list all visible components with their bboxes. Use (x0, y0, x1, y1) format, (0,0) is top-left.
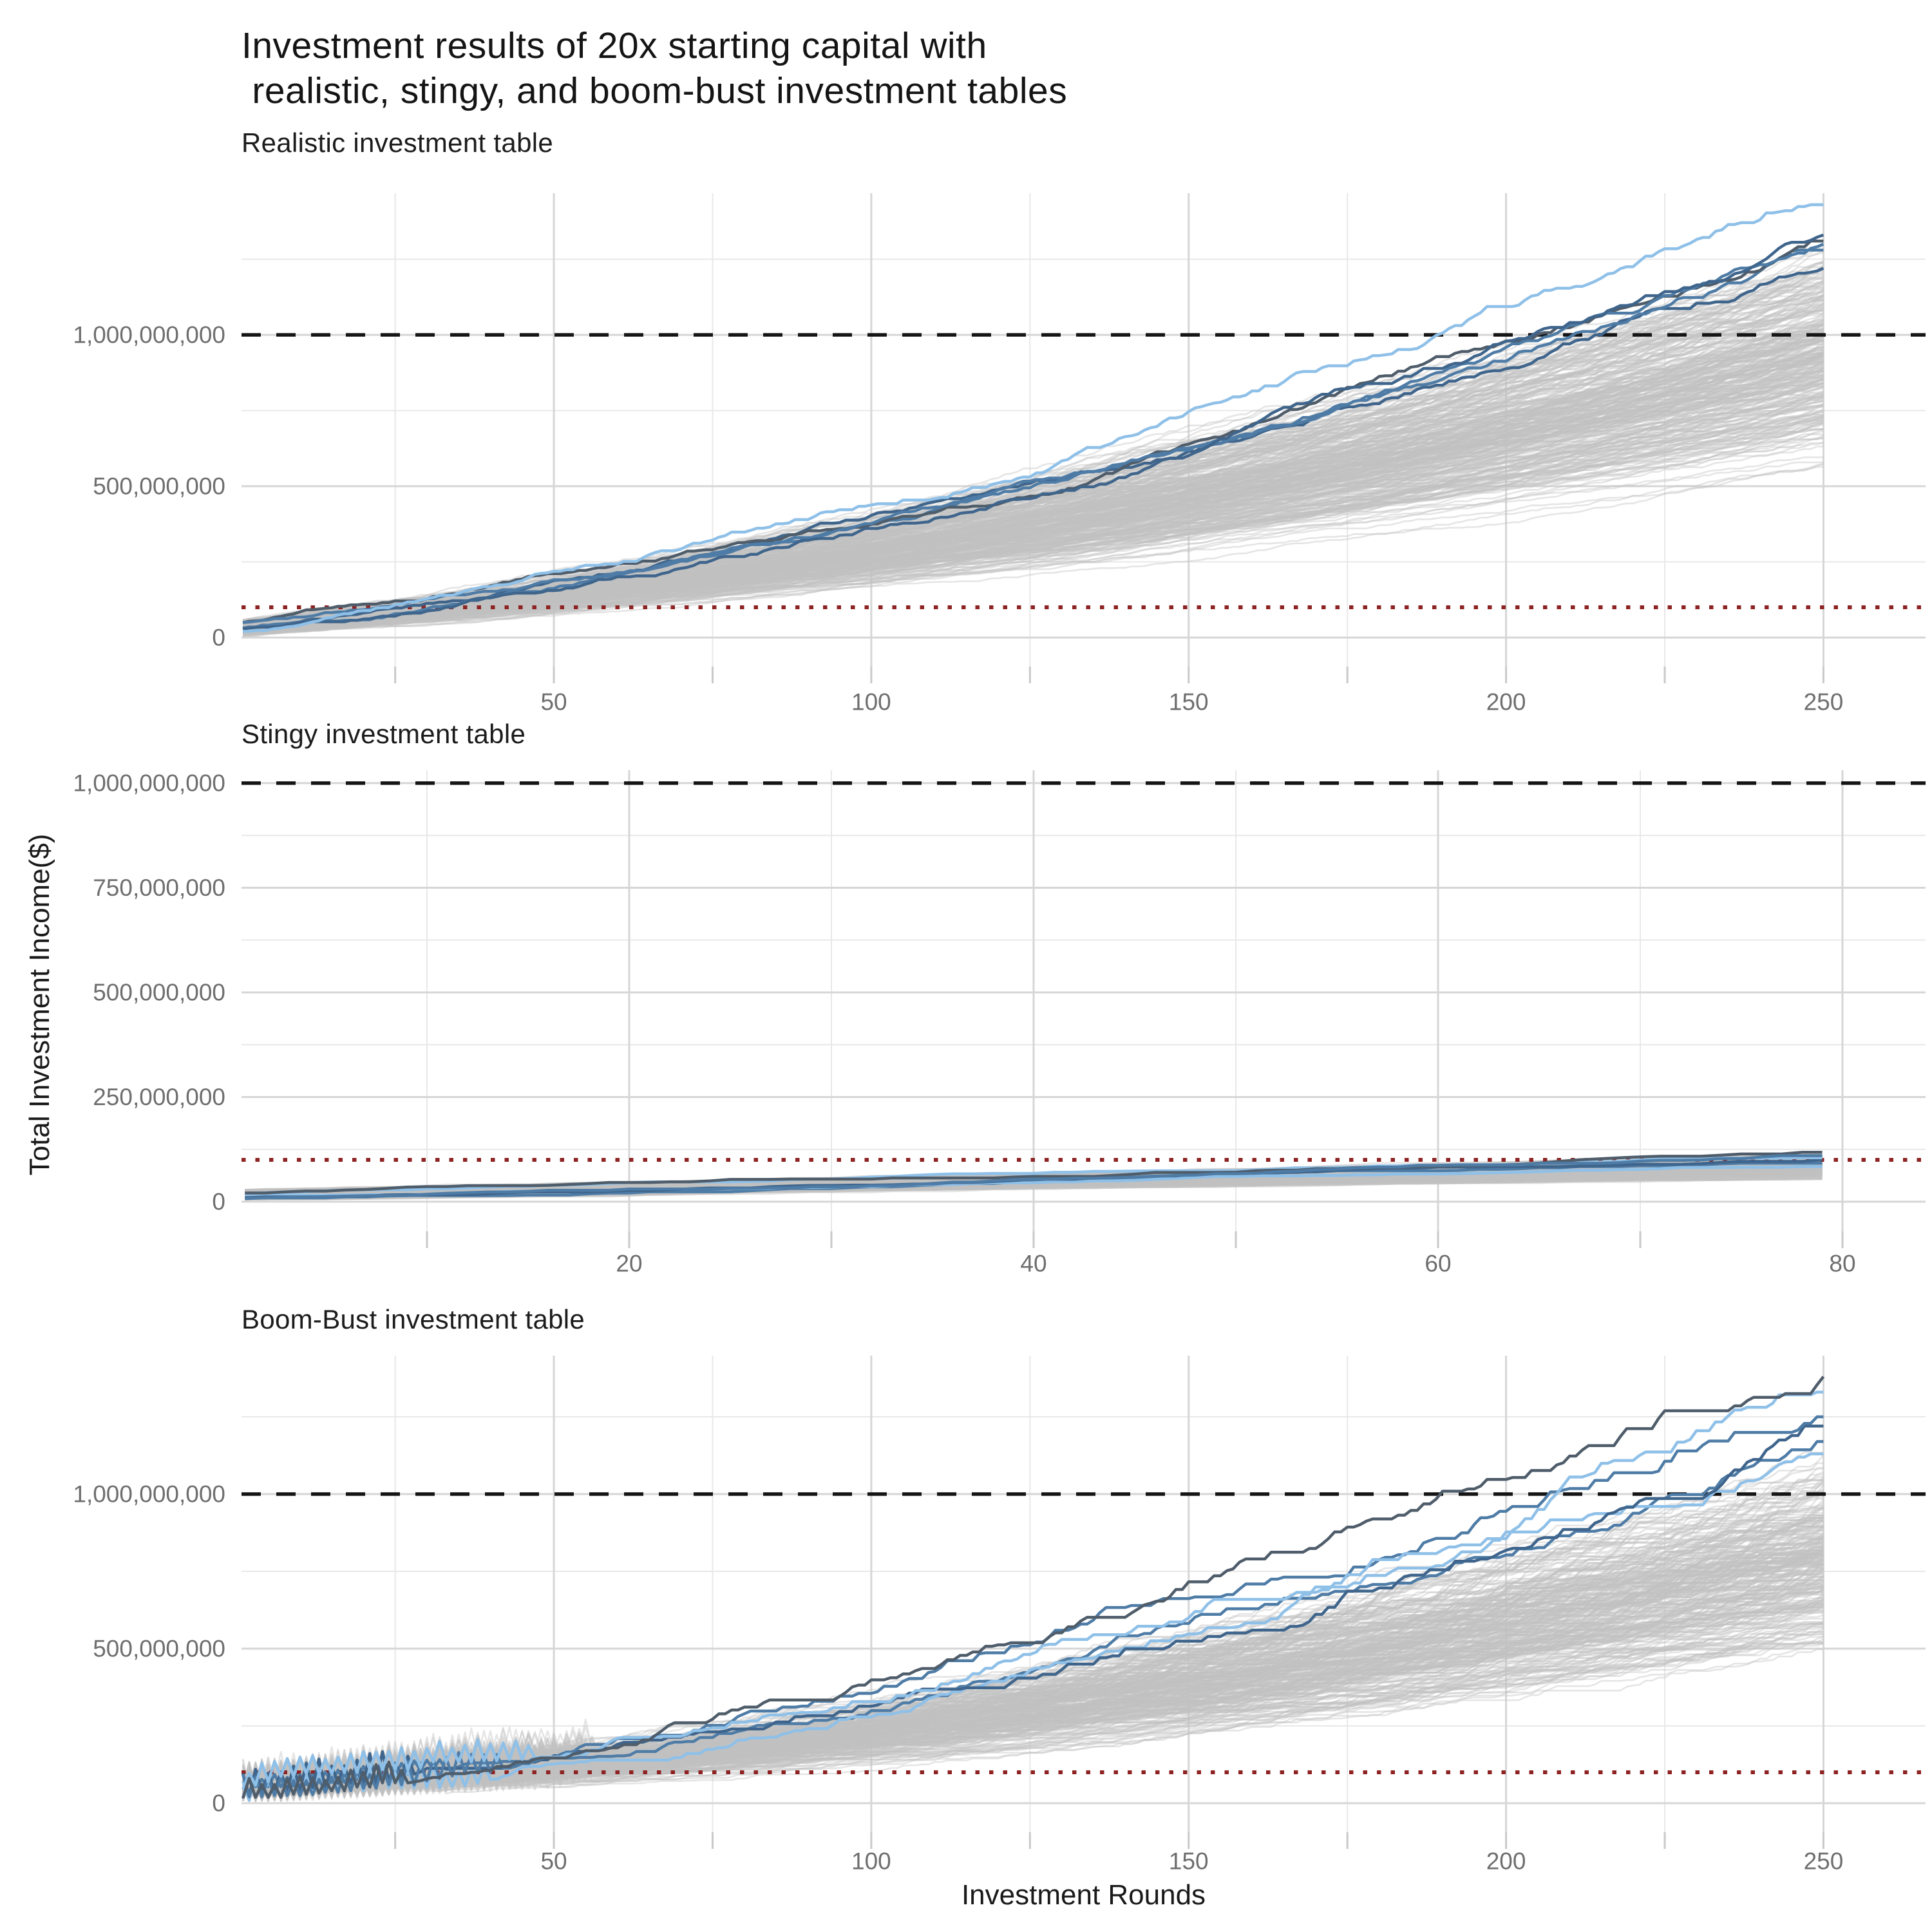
svg-text:250: 250 (1804, 1848, 1844, 1875)
svg-text:0: 0 (212, 1189, 225, 1215)
svg-text:100: 100 (851, 1848, 891, 1875)
svg-text:500,000,000: 500,000,000 (93, 473, 225, 500)
svg-text:80: 80 (1829, 1251, 1855, 1277)
svg-text:200: 200 (1486, 689, 1526, 715)
panel-title-realistic: Realistic investment table (242, 128, 554, 158)
svg-text:60: 60 (1425, 1251, 1451, 1277)
svg-text:500,000,000: 500,000,000 (93, 1636, 225, 1662)
svg-text:250: 250 (1804, 689, 1844, 715)
chart-main-title-line2: realistic, stingy, and boom-bust investm… (242, 70, 1068, 111)
svg-text:750,000,000: 750,000,000 (93, 875, 225, 901)
panel-title-stingy: Stingy investment table (242, 719, 526, 749)
svg-text:0: 0 (212, 1790, 225, 1817)
chart-main-title-line1: Investment results of 20x starting capit… (242, 25, 987, 66)
svg-text:250,000,000: 250,000,000 (93, 1084, 225, 1110)
svg-text:100: 100 (851, 689, 891, 715)
svg-text:500,000,000: 500,000,000 (93, 980, 225, 1006)
svg-text:40: 40 (1020, 1251, 1046, 1277)
x-axis-title: Investment Rounds (961, 1879, 1206, 1911)
panel-title-boom-bust: Boom-Bust investment table (242, 1304, 585, 1334)
svg-text:20: 20 (616, 1251, 642, 1277)
svg-text:0: 0 (212, 625, 225, 651)
svg-text:150: 150 (1169, 689, 1209, 715)
svg-text:200: 200 (1486, 1848, 1526, 1875)
svg-text:50: 50 (540, 689, 567, 715)
svg-text:1,000,000,000: 1,000,000,000 (73, 770, 225, 797)
svg-text:1,000,000,000: 1,000,000,000 (73, 322, 225, 348)
svg-text:150: 150 (1169, 1848, 1209, 1875)
chart-main-title: Investment results of 20x starting capit… (242, 23, 1067, 113)
svg-text:50: 50 (540, 1848, 567, 1875)
svg-text:1,000,000,000: 1,000,000,000 (73, 1481, 225, 1508)
